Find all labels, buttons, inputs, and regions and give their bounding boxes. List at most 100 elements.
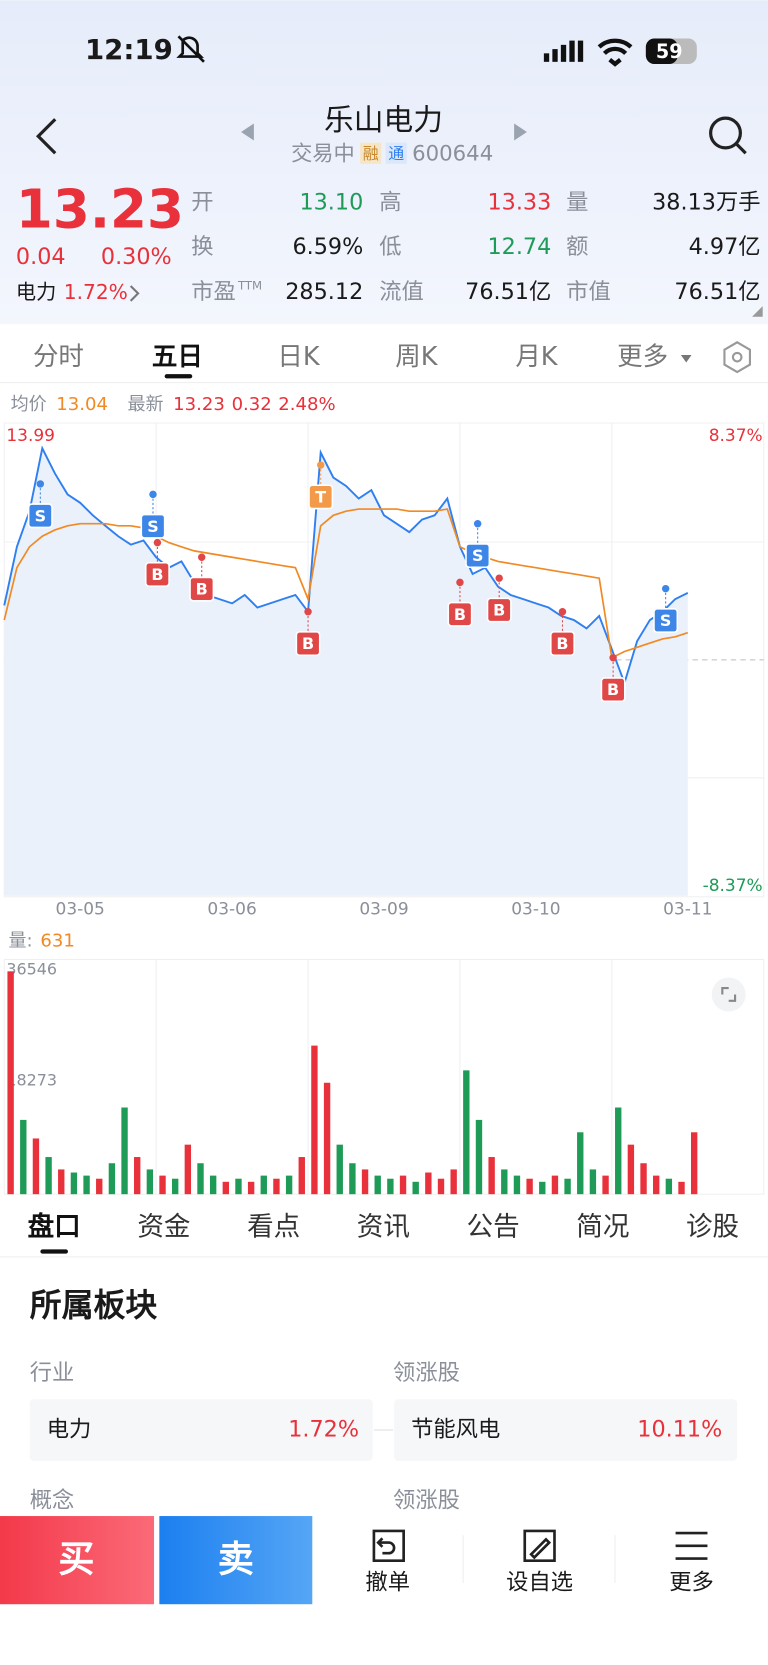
volume-bar: [70, 1172, 78, 1195]
y-tick-label: 36546: [6, 960, 57, 979]
volume-bar: [475, 1119, 483, 1195]
marker-tag: [308, 484, 334, 510]
volume-frame: [3, 958, 765, 1195]
more-icon[interactable]: [675, 1531, 708, 1560]
label: 领涨股: [393, 1488, 460, 1514]
marker-label: B: [607, 680, 619, 699]
marker-dot: [153, 538, 162, 547]
x-tick-label: 03-06: [207, 900, 256, 920]
stat-label: 量: [566, 190, 588, 216]
watch-icon[interactable]: [523, 1529, 556, 1562]
marker-tag: [27, 503, 53, 529]
volume-bar: [526, 1178, 533, 1195]
fullscreen-button[interactable]: [711, 977, 746, 1012]
tab-indicator: [40, 1249, 68, 1254]
period-tab[interactable]: 日K: [277, 342, 320, 372]
info-tab[interactable]: 盘口: [28, 1212, 81, 1243]
marker-dot: [316, 461, 325, 469]
mute-icon: [176, 35, 205, 63]
settings[interactable]: [723, 341, 752, 374]
volume-bar: [323, 1082, 331, 1195]
marker-tag: [600, 677, 626, 703]
legend-label: 均价: [11, 394, 47, 415]
marker-dot: [198, 553, 206, 561]
stat-label: 低: [379, 234, 401, 260]
volume-bar: [399, 1175, 407, 1195]
sector-name[interactable]: 电力: [16, 280, 56, 304]
volume-bar: [171, 1178, 179, 1195]
leader-card[interactable]: [394, 1399, 738, 1461]
volume-bar: [564, 1178, 571, 1195]
header-bg: [0, 0, 768, 325]
volume-bar: [159, 1175, 166, 1195]
marker-tag: [144, 561, 170, 587]
marker-label: B: [151, 565, 163, 584]
volume-bar: [437, 1178, 445, 1195]
period-tab[interactable]: 分时: [33, 342, 84, 372]
sector-pct: 1.72%: [64, 280, 128, 304]
next-stock[interactable]: [514, 123, 527, 141]
stat-label: 高: [379, 190, 401, 216]
stat-value: 38.13万手: [652, 190, 760, 216]
marker-dot: [495, 574, 503, 582]
period-tab[interactable]: 更多: [617, 342, 668, 372]
x-tick-label: 03-09: [359, 900, 408, 920]
more-label: 更多: [669, 1569, 714, 1595]
volume-bar: [513, 1175, 521, 1195]
battery-level: [645, 38, 678, 64]
volume-bar: [425, 1172, 432, 1195]
period-tab[interactable]: 周K: [395, 342, 438, 372]
info-tab[interactable]: 资金: [137, 1212, 190, 1243]
search-handle: [735, 142, 747, 155]
prev-stock[interactable]: [241, 123, 254, 141]
stock-code: 600644: [412, 141, 493, 166]
marker-label: B: [556, 634, 568, 653]
industry-card[interactable]: [29, 1399, 373, 1461]
cancel-icon[interactable]: [372, 1529, 405, 1562]
buy-button[interactable]: [0, 1516, 155, 1605]
info-tab[interactable]: 公告: [467, 1212, 520, 1243]
volume-bar: [83, 1175, 90, 1195]
marker-dot: [661, 584, 670, 593]
industry-name: 电力: [47, 1417, 92, 1443]
label: 行业: [30, 1360, 75, 1386]
sell-button[interactable]: [159, 1516, 313, 1605]
label: 领涨股: [393, 1360, 460, 1386]
battery-text: 59: [656, 40, 683, 63]
volume-bar: [197, 1163, 204, 1195]
search-button[interactable]: [709, 116, 742, 150]
period-tab[interactable]: 月K: [515, 342, 558, 372]
chevron: [129, 285, 140, 302]
watch-label: 设自选: [506, 1569, 573, 1595]
volume-bar: [450, 1169, 457, 1195]
info-tab[interactable]: 看点: [247, 1212, 300, 1243]
marker-tag: [189, 576, 215, 602]
stat-value: 13.33: [487, 190, 551, 216]
marker-dot: [304, 607, 312, 616]
info-tab[interactable]: 诊股: [686, 1212, 739, 1243]
volume-bar: [273, 1178, 280, 1195]
stat-label: 开: [191, 190, 213, 216]
stat-label: 市值: [566, 279, 611, 305]
stat-value: 13.10: [299, 190, 363, 216]
volume-bar: [134, 1157, 141, 1195]
marker-label: B: [454, 605, 466, 624]
volume-bar: [209, 1175, 217, 1195]
info-tab[interactable]: 资讯: [357, 1212, 410, 1243]
price: 13.23: [16, 178, 184, 240]
badge: 通: [388, 144, 404, 163]
volume-bar: [20, 1119, 27, 1195]
info-tab[interactable]: 简况: [576, 1212, 629, 1243]
y2-tick-label: 8.37%: [709, 426, 763, 446]
back-button[interactable]: [35, 118, 57, 155]
fullscreen-icon: [721, 987, 737, 1002]
volume-bar: [247, 1181, 255, 1195]
stat-label: 额: [566, 234, 588, 260]
volume-last: 631: [40, 930, 74, 951]
price-area: [4, 448, 688, 896]
badge-bg: [385, 142, 407, 164]
leader-pct: 10.11%: [637, 1417, 722, 1443]
period-tab[interactable]: 五日: [152, 342, 203, 372]
